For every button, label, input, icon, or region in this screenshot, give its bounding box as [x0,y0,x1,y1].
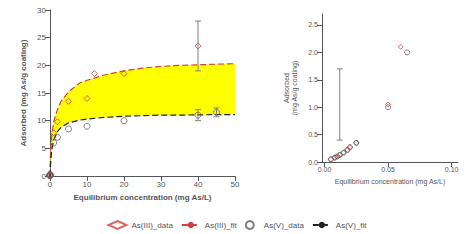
svg-text:As(V)_data: As(V)_data [264,221,305,230]
svg-text:5: 5 [42,144,47,153]
svg-text:2.5: 2.5 [308,21,318,28]
svg-text:0.5: 0.5 [308,131,318,138]
svg-text:0: 0 [42,172,47,181]
svg-text:0.10: 0.10 [445,166,459,173]
svg-text:10: 10 [37,116,46,125]
svg-text:30: 30 [157,180,166,189]
svg-text:As(III)_data: As(III)_data [131,221,173,230]
svg-text:30: 30 [37,6,46,15]
svg-text:0.0: 0.0 [308,159,318,166]
svg-text:1.0: 1.0 [308,104,318,111]
svg-text:As(V)_fit: As(V)_fit [336,221,367,230]
svg-text:1.5: 1.5 [308,76,318,83]
svg-text:20: 20 [120,180,129,189]
svg-text:40: 40 [194,180,203,189]
svg-text:0: 0 [48,180,53,189]
svg-text:15: 15 [37,89,46,98]
svg-text:Adsorbed (mg As/g coating): Adsorbed (mg As/g coating) [19,39,28,146]
svg-text:10: 10 [83,180,92,189]
svg-text:0.00: 0.00 [318,166,332,173]
svg-text:20: 20 [37,61,46,70]
svg-text:50: 50 [231,180,240,189]
svg-text:0.05: 0.05 [381,166,395,173]
svg-text:2.0: 2.0 [308,49,318,56]
svg-text:25: 25 [37,33,46,42]
svg-text:(mg As/g coating): (mg As/g coating) [291,61,299,115]
svg-text:Equilibrium concentration (mg: Equilibrium concentration (mg As/L) [335,178,446,186]
svg-text:Adsorbed: Adsorbed [283,73,290,103]
svg-text:As(III)_fit: As(III)_fit [205,221,238,230]
svg-text:Equilibrium concentration (mg: Equilibrium concentration (mg As/L) [74,193,212,202]
